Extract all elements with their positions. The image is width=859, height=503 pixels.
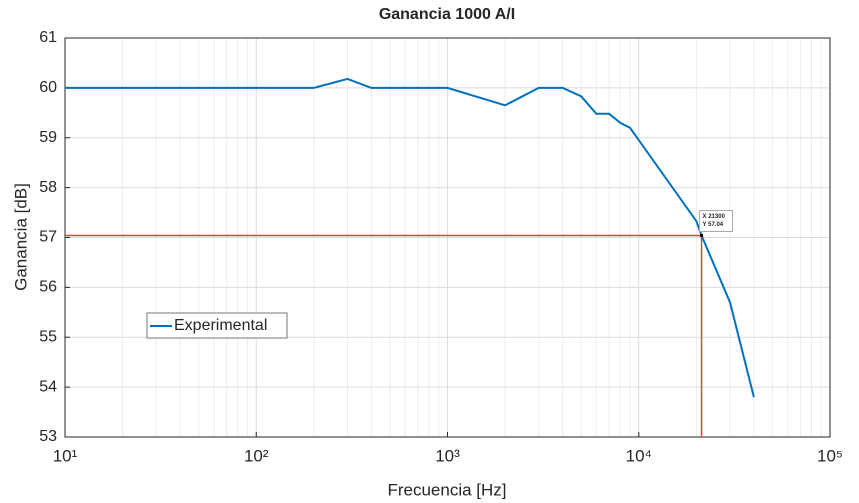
plot-frame — [64, 37, 831, 438]
x-tick-label: 10⁵ — [817, 446, 843, 465]
datatip-marker — [700, 234, 704, 238]
y-tick-label: 58 — [39, 179, 57, 196]
x-tick-label: 10³ — [435, 446, 460, 465]
y-tick-label: 54 — [39, 378, 57, 395]
datatip-label: X 21300 — [703, 214, 726, 220]
x-tick-label: 10⁴ — [626, 446, 652, 465]
x-axis-label: Frecuencia [Hz] — [387, 480, 506, 499]
chart-title: Ganancia 1000 A/I — [379, 6, 515, 23]
x-tick-label: 10¹ — [53, 446, 78, 465]
y-tick-label: 60 — [39, 79, 57, 96]
datatip-box — [699, 210, 734, 233]
y-tick-label: 59 — [39, 129, 57, 146]
x-tick-label: 10² — [244, 446, 269, 465]
y-tick-label: 57 — [39, 229, 57, 246]
y-tick-label: 53 — [39, 428, 57, 445]
y-tick-label: 56 — [39, 279, 57, 296]
y-tick-label: 61 — [39, 29, 57, 46]
datatip-label: Y 57.04 — [703, 222, 724, 228]
legend-label: Experimental — [174, 317, 267, 334]
y-tick-label: 55 — [39, 328, 57, 345]
data-line — [65, 77, 755, 398]
legend: Experimental — [146, 312, 288, 339]
y-axis-label: Ganancia [dB] — [11, 183, 30, 291]
